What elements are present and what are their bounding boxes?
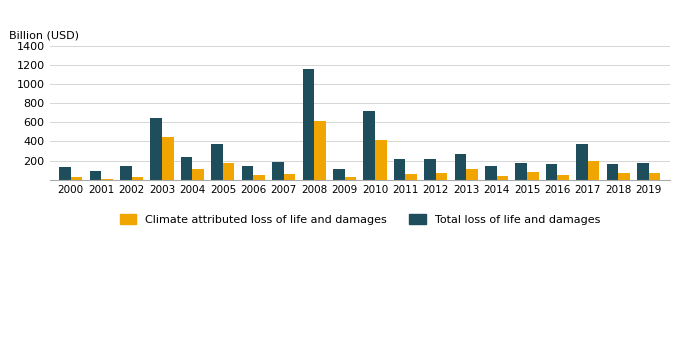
Bar [345, 177, 356, 180]
Bar [90, 171, 101, 180]
Bar [181, 157, 192, 180]
Bar [314, 121, 325, 180]
Bar [527, 172, 538, 180]
Bar [192, 169, 204, 180]
Bar [272, 162, 284, 180]
Bar [71, 177, 82, 180]
Bar [558, 175, 569, 180]
Bar [284, 174, 295, 180]
Bar [333, 169, 345, 180]
Bar [101, 179, 113, 180]
Bar [151, 118, 162, 180]
Bar [120, 166, 132, 180]
Bar [375, 140, 386, 180]
Text: Billion (USD): Billion (USD) [9, 30, 79, 40]
Bar [406, 174, 417, 180]
Bar [303, 69, 314, 180]
Bar [211, 144, 223, 180]
Bar [253, 174, 265, 180]
Bar [546, 164, 558, 180]
Bar [607, 164, 619, 180]
Bar [485, 166, 497, 180]
Bar [394, 159, 406, 180]
Bar [516, 163, 527, 180]
Bar [223, 163, 234, 180]
Bar [619, 173, 630, 180]
Bar [497, 176, 508, 180]
Bar [455, 154, 466, 180]
Bar [364, 111, 375, 180]
Bar [588, 160, 599, 180]
Bar [59, 167, 71, 180]
Bar [637, 163, 649, 180]
Legend: Climate attributed loss of life and damages, Total loss of life and damages: Climate attributed loss of life and dama… [114, 209, 606, 231]
Bar [424, 159, 436, 180]
Bar [576, 144, 588, 180]
Bar [466, 169, 477, 180]
Bar [242, 166, 253, 180]
Bar [436, 173, 447, 180]
Bar [132, 177, 143, 180]
Bar [162, 137, 173, 180]
Bar [649, 173, 660, 180]
